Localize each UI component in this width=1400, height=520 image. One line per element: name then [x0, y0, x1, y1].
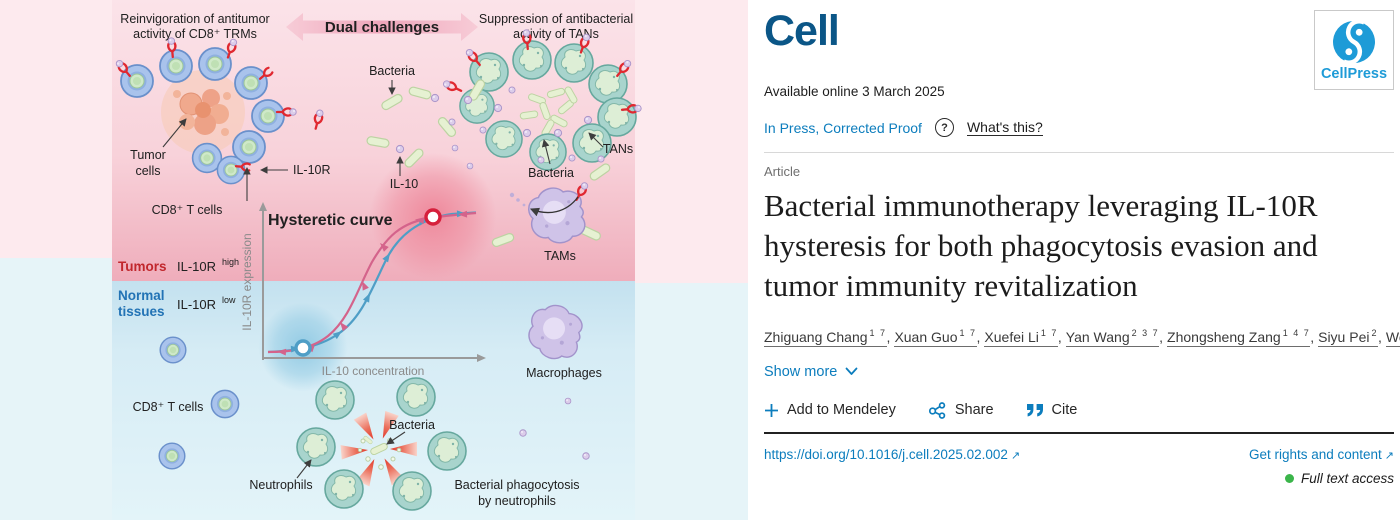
- show-more-button[interactable]: Show more: [764, 364, 858, 380]
- bacteria-label-bottom: Bacteria: [389, 418, 435, 432]
- dual-challenges-label: Dual challenges: [325, 19, 439, 36]
- external-link-icon: ↗: [1384, 449, 1394, 462]
- hysteretic-curve-label: Hysteretic curve: [268, 212, 393, 229]
- svg-text:tissues: tissues: [118, 304, 165, 319]
- cell-journal-logo[interactable]: Cell: [764, 7, 840, 55]
- add-to-mendeley-button[interactable]: Add to Mendeley: [764, 402, 896, 418]
- author-list: Zhiguang Chang 1 7, Xuan Guo 1 7, Xuefei Li 1…: [764, 320, 1400, 351]
- access-status: Full text access: [764, 471, 1394, 486]
- cellpress-logo[interactable]: CellPress: [1314, 10, 1394, 90]
- divider: [764, 152, 1394, 153]
- author-link[interactable]: Xuan Guo 1 7: [894, 328, 977, 347]
- rights-link[interactable]: Get rights and content ↗: [1248, 446, 1394, 462]
- il10-label: IL-10: [390, 177, 419, 191]
- author-link[interactable]: Yan Wang 2 3 7: [1065, 328, 1160, 347]
- caption-reinvigoration: Reinvigoration of antitumor: [120, 12, 269, 26]
- cellpress-wordmark: CellPress: [1320, 65, 1388, 82]
- bacteria-label-top: Bacteria: [369, 64, 415, 78]
- cite-icon: [1026, 403, 1043, 417]
- low-state-marker: [294, 339, 312, 357]
- whats-this-link[interactable]: What's this?: [966, 119, 1043, 136]
- cite-button[interactable]: Cite: [1026, 402, 1077, 418]
- svg-text:cells: cells: [135, 164, 160, 178]
- svg-text:low: low: [222, 295, 236, 305]
- svg-text:by neutrophils: by neutrophils: [478, 494, 556, 508]
- author-link[interactable]: Zhiguang Chang 1 7: [764, 328, 887, 347]
- macrophages-label: Macrophages: [526, 366, 602, 380]
- open-access-dot-icon: [1284, 473, 1294, 483]
- x-axis-label: IL-10 concentration: [322, 364, 425, 378]
- tans-label: TANs: [603, 142, 633, 156]
- cellpress-icon: [1333, 18, 1375, 65]
- chevron-down-icon: [845, 367, 858, 376]
- share-icon: [928, 401, 946, 419]
- share-button[interactable]: Share: [928, 401, 994, 420]
- y-axis-label: IL-10R expression: [240, 233, 254, 330]
- in-press-link[interactable]: In Press, Corrected Proof: [764, 119, 922, 136]
- normal-tissues-label: Normal: [118, 288, 165, 303]
- phagocytosis-label: Bacterial phagocytosis: [454, 478, 579, 492]
- bacteria-label-tans: Bacteria: [528, 166, 574, 180]
- author-link[interactable]: Zhongsheng Zang 1 4 7: [1167, 328, 1311, 347]
- il10r-high-label: IL-10R: [177, 259, 216, 274]
- dual-challenges-arrow: [286, 13, 478, 41]
- cd8-t-cells-label: CD8⁺ T cells: [152, 203, 223, 217]
- help-icon[interactable]: ?: [934, 118, 954, 137]
- il10r-label: IL-10R: [293, 163, 331, 177]
- tumor-cells-label: Tumor: [130, 148, 166, 162]
- svg-text:high: high: [222, 257, 239, 267]
- tams-label: TAMs: [544, 249, 576, 263]
- neutrophils-label: Neutrophils: [249, 478, 312, 492]
- svg-text:activity of CD8⁺ TRMs: activity of CD8⁺ TRMs: [133, 27, 257, 41]
- cd8-t-cells-label-bottom: CD8⁺ T cells: [133, 400, 204, 414]
- external-link-icon: ↗: [1010, 449, 1021, 462]
- high-state-marker: [424, 208, 442, 226]
- article-title: Bacterial immunotherapy leveraging IL-10…: [764, 188, 1318, 303]
- caption-suppression: Suppression of antibacterial: [479, 12, 633, 26]
- available-online-date: Available online 3 March 2025: [764, 84, 945, 99]
- article-type-label: Article: [764, 164, 801, 179]
- divider-dark: [764, 431, 1394, 434]
- doi-link[interactable]: https://doi.org/10.1016/j.cell.2025.02.0…: [764, 446, 1021, 462]
- author-link[interactable]: Siyu Pei 2: [1318, 328, 1378, 347]
- svg-text:activity of TANs: activity of TANs: [513, 27, 599, 41]
- il10r-low-label: IL-10R: [177, 297, 216, 312]
- author-link[interactable]: Weiqi Lu1: [1385, 328, 1400, 347]
- author-link[interactable]: Xuefei Li 1 7: [984, 328, 1058, 347]
- plus-icon: [765, 403, 778, 417]
- tumors-label: Tumors: [118, 259, 167, 274]
- article-header-panel: Cell CellPress Available online 3 March …: [748, 0, 1400, 520]
- graphical-abstract: Dual challenges Reinvigoration of antitu…: [0, 0, 748, 520]
